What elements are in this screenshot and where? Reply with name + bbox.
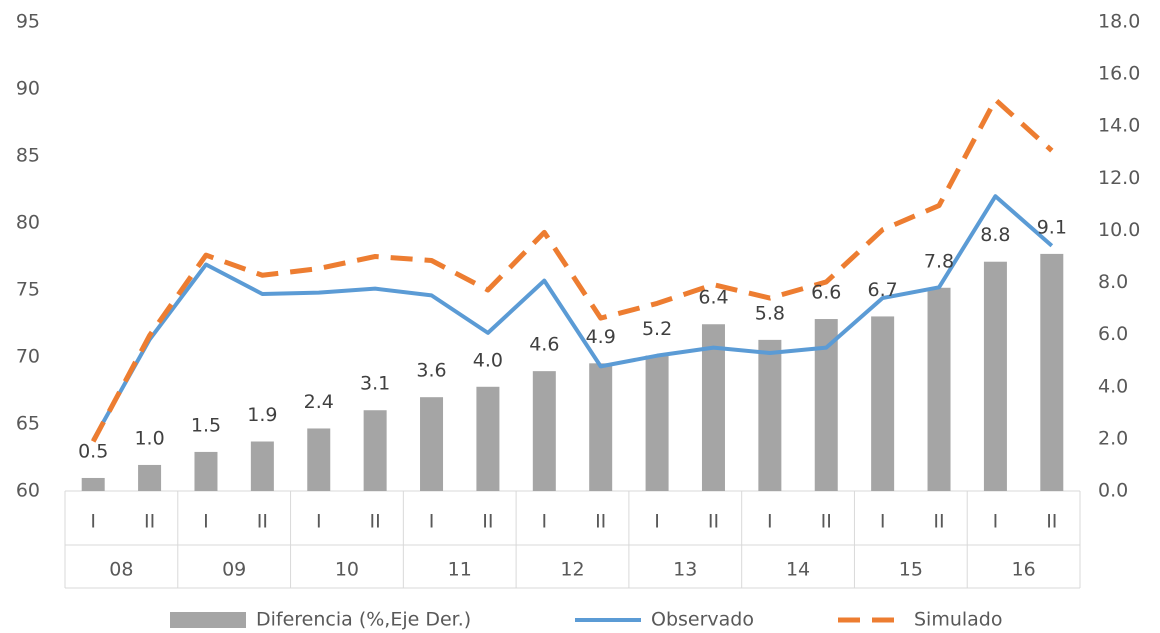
x-tick-label: II [370,511,381,533]
y-tick-label: 95 [16,11,40,33]
line [91,194,1054,442]
y2-tick-label: 12.0 [1098,167,1140,189]
bar [420,397,444,491]
bar [81,477,105,491]
x-tick-label: II [144,511,155,533]
group-label: 09 [222,559,246,581]
data-label: 6.4 [698,287,728,309]
bar [758,339,782,491]
bar [307,428,331,491]
y2-tick-label: 8.0 [1098,271,1128,293]
x-tick-label: I [993,511,999,533]
bar [476,386,500,491]
y-tick-label: 80 [16,212,40,234]
data-label: 6.7 [868,279,898,301]
line [90,97,1054,443]
bar [589,363,613,491]
data-label: 5.8 [755,302,785,324]
x-tick-label: I [767,511,773,533]
bar [1040,253,1064,491]
group-label: 16 [1012,559,1036,581]
bar [138,464,162,491]
group-label: 08 [109,559,133,581]
x-tick-label: II [708,511,719,533]
legend-label: Simulado [914,609,1003,631]
data-label: 4.9 [586,326,616,348]
x-tick-label: II [595,511,606,533]
legend-label: Observado [651,609,754,631]
y-tick-label: 60 [16,480,40,502]
data-label: 6.6 [811,282,841,304]
bar [983,261,1007,491]
data-label: 1.9 [247,404,277,426]
bar [871,316,895,491]
y-tick-label: 75 [16,279,40,301]
group-label: 13 [673,559,697,581]
legend-label: Diferencia (%,Eje Der.) [256,609,471,631]
group-label: 12 [560,559,584,581]
group-label: 15 [899,559,923,581]
data-label: 8.8 [980,224,1010,246]
x-tick-label: II [821,511,832,533]
data-label: 3.1 [360,373,390,395]
data-label: 7.8 [924,250,954,272]
y2-tick-label: 14.0 [1098,115,1140,137]
y2-tick-label: 0.0 [1098,480,1128,502]
x-tick-label: I [429,511,435,533]
legend-swatch [170,612,246,628]
group-label: 11 [448,559,472,581]
x-tick-label: II [933,511,944,533]
x-tick-label: I [90,511,96,533]
data-label: 1.5 [191,414,221,436]
y-tick-label: 65 [16,413,40,435]
y2-tick-label: 6.0 [1098,323,1128,345]
data-label: 5.2 [642,318,672,340]
x-tick-label: I [203,511,209,533]
bar [927,287,951,491]
x-tick-label: II [1046,511,1057,533]
x-tick-label: I [654,511,660,533]
y-tick-label: 70 [16,346,40,368]
data-label: 1.0 [134,427,164,449]
data-label: 0.5 [78,440,108,462]
data-label: 3.6 [416,360,446,382]
x-tick-label: I [880,511,886,533]
bar [701,324,725,491]
y2-tick-label: 10.0 [1098,219,1140,241]
data-label: 4.6 [529,334,559,356]
bar [532,371,556,491]
y-tick-label: 90 [16,78,40,100]
bar [194,451,218,491]
group-label: 10 [335,559,359,581]
x-tick-label: II [257,511,268,533]
y2-tick-label: 2.0 [1098,427,1128,449]
data-label: 4.0 [473,349,503,371]
y-tick-label: 85 [16,145,40,167]
y2-tick-label: 16.0 [1098,63,1140,85]
bar [363,410,387,491]
bar [645,355,669,491]
bar [250,441,274,491]
bar [814,319,838,491]
x-tick-label: I [316,511,322,533]
y2-tick-label: 18.0 [1098,11,1140,33]
x-tick-label: I [542,511,548,533]
x-tick-label: II [482,511,493,533]
group-label: 14 [786,559,810,581]
data-label: 2.4 [304,391,334,413]
y2-tick-label: 4.0 [1098,375,1128,397]
data-label: 9.1 [1037,216,1067,238]
